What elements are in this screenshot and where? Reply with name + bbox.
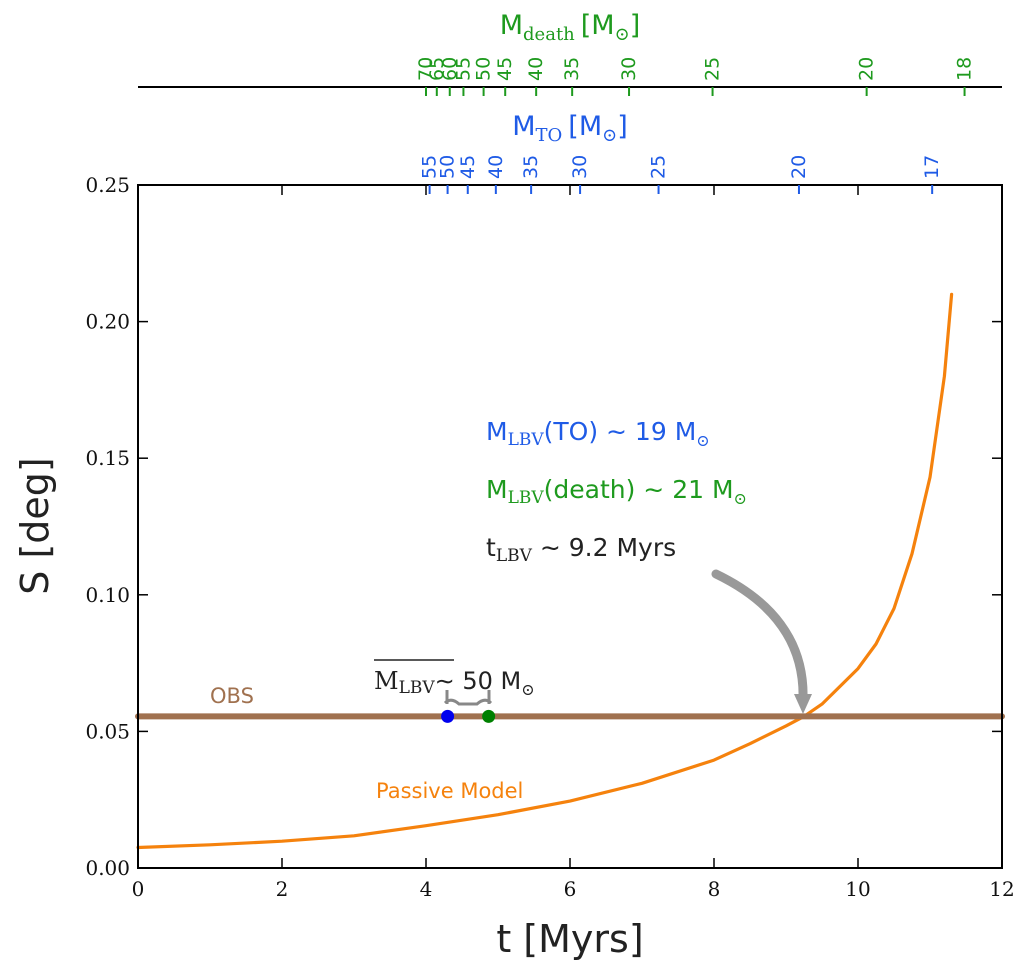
y-tick-label-2: 0.10 [85, 583, 130, 607]
death-tick-label-8: 30 [618, 57, 640, 81]
to-axis-title: MTO [M⊙] [512, 111, 628, 146]
y-tick-label-4: 0.20 [85, 310, 130, 334]
death-tick-label-0: 70 [415, 57, 437, 81]
x-tick-label-1: 2 [276, 877, 289, 901]
m-lbv-to-annotation: MLBV(TO) ∼ 19 M⊙ [486, 417, 710, 450]
mass-range-bracket [443, 690, 493, 706]
death-tick-label-2: 60 [439, 57, 461, 81]
to-tick-label-2: 45 [457, 155, 479, 179]
death-tick-label-11: 18 [954, 57, 976, 81]
t-lbv-arrow-head [794, 694, 812, 714]
death-tick-label-9: 25 [702, 57, 724, 81]
marker-point-1 [482, 709, 496, 723]
points-layer [441, 709, 496, 723]
death-tick-label-10: 20 [856, 57, 878, 81]
death-tick-label-5: 45 [494, 57, 516, 81]
axes-layer: 0 2 4 6 8 10 12 0.00 0.05 0.10 0.15 0.20 0.25 [85, 173, 1014, 901]
y-tick-label-0: 0.00 [85, 856, 130, 880]
to-tick-label-1: 50 [437, 155, 459, 179]
to-tick-label-6: 25 [648, 155, 670, 179]
death-tick-label-7: 35 [561, 57, 583, 81]
series-layer [135, 292, 1005, 850]
to-tick-label-0: 55 [419, 155, 441, 179]
m-lbv-death-annotation: MLBV(death) ∼ 21 M⊙ [486, 475, 747, 508]
y-tick-label-3: 0.15 [85, 446, 130, 470]
marker-point-0 [441, 709, 455, 723]
y-axis-label: S [deg] [13, 457, 57, 594]
to-tick-label-7: 20 [788, 155, 810, 179]
plot-frame [137, 184, 1003, 869]
x-tick-label-2: 4 [420, 877, 433, 901]
passive-model-line [136, 292, 954, 850]
passive-model-label: Passive Model [376, 779, 523, 803]
obs-label: OBS [210, 684, 254, 708]
t-lbv-annotation: tLBV ∼ 9.2 Myrs [486, 533, 676, 566]
y-tick-label-5: 0.25 [85, 173, 130, 197]
x-tick-label-5: 10 [845, 877, 870, 901]
to-tick-label-4: 35 [520, 155, 542, 179]
death-tick-label-3: 55 [452, 57, 474, 81]
to-tick-label-8: 17 [921, 155, 943, 179]
x-tick-label-6: 12 [989, 877, 1014, 901]
t-lbv-arrow [711, 569, 808, 705]
to-tick-label-5: 30 [569, 155, 591, 179]
x-tick-label-0: 0 [132, 877, 145, 901]
x-axis-label: t [Myrs] [496, 917, 643, 960]
mass-lbv-annotation: MLBV∼ 50 M⊙ [374, 667, 535, 699]
death-tick-label-4: 50 [473, 57, 495, 81]
death-tick-label-6: 40 [525, 57, 547, 81]
death-axis-title: Mdeath [M⊙] [500, 10, 641, 45]
death-tick-label-1: 65 [426, 57, 448, 81]
y-tick-label-1: 0.05 [85, 719, 130, 743]
x-tick-label-3: 6 [564, 877, 577, 901]
to-tick-label-3: 40 [485, 155, 507, 179]
x-tick-label-4: 8 [708, 877, 721, 901]
